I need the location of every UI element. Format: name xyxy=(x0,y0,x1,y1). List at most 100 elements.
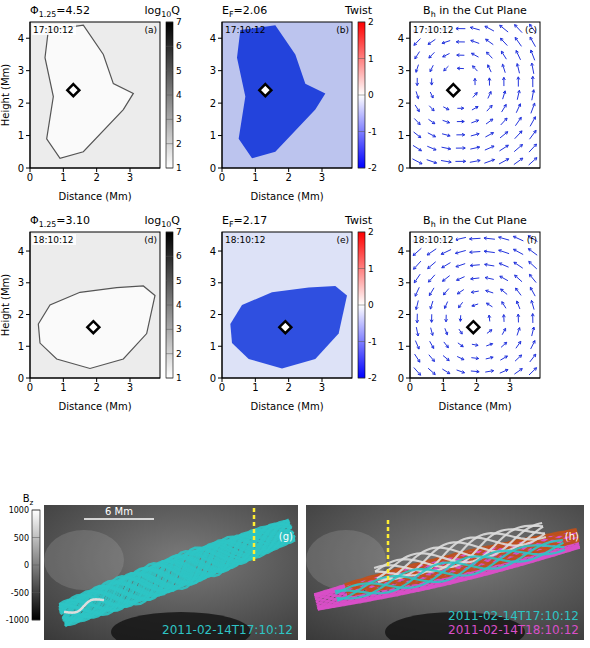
svg-text:Height (Mm): Height (Mm) xyxy=(0,64,11,127)
svg-text:1: 1 xyxy=(176,163,182,173)
svg-text:0: 0 xyxy=(210,163,216,174)
svg-text:17:10:12: 17:10:12 xyxy=(225,25,265,35)
svg-text:-1: -1 xyxy=(368,337,377,347)
svg-text:3: 3 xyxy=(210,65,216,76)
svg-text:3: 3 xyxy=(507,382,513,393)
svg-text:Distance (Mm): Distance (Mm) xyxy=(58,191,131,202)
svg-text:2: 2 xyxy=(18,309,24,320)
svg-text:3: 3 xyxy=(319,172,325,183)
svg-text:0: 0 xyxy=(407,382,413,393)
svg-text:2: 2 xyxy=(285,382,291,393)
svg-text:1: 1 xyxy=(210,341,216,352)
svg-text:(c): (c) xyxy=(525,25,537,35)
svg-text:5: 5 xyxy=(176,276,182,286)
svg-text:3: 3 xyxy=(18,65,24,76)
svg-text:Twist: Twist xyxy=(344,4,373,17)
svg-text:0: 0 xyxy=(398,163,404,174)
svg-text:1: 1 xyxy=(368,264,374,274)
svg-text:1: 1 xyxy=(210,130,216,141)
svg-text:(g): (g) xyxy=(279,531,293,542)
svg-text:-2: -2 xyxy=(368,163,377,173)
svg-text:(d): (d) xyxy=(144,235,157,245)
svg-text:2011-02-14T17:10:12: 2011-02-14T17:10:12 xyxy=(448,609,579,623)
svg-text:0: 0 xyxy=(398,373,404,384)
svg-text:0: 0 xyxy=(27,172,33,183)
svg-text:(a): (a) xyxy=(144,25,157,35)
svg-text:Distance (Mm): Distance (Mm) xyxy=(58,401,131,412)
svg-text:4: 4 xyxy=(18,33,24,44)
svg-text:log10Q: log10Q xyxy=(144,214,180,229)
svg-text:3: 3 xyxy=(210,277,216,288)
svg-text:1: 1 xyxy=(440,382,446,393)
svg-text:(h): (h) xyxy=(565,531,579,542)
svg-text:Φ1.25=4.52: Φ1.25=4.52 xyxy=(30,4,90,19)
svg-text:0: 0 xyxy=(27,382,33,393)
svg-text:2: 2 xyxy=(398,98,404,109)
svg-text:2: 2 xyxy=(210,309,216,320)
svg-text:Bh in the Cut Plane: Bh in the Cut Plane xyxy=(423,214,527,229)
svg-text:2: 2 xyxy=(176,349,182,359)
svg-text:log10Q: log10Q xyxy=(144,4,180,19)
svg-text:0: 0 xyxy=(219,172,225,183)
svg-text:EF=2.06: EF=2.06 xyxy=(222,4,267,19)
svg-text:Height (Mm): Height (Mm) xyxy=(0,274,11,337)
svg-text:2: 2 xyxy=(285,172,291,183)
svg-text:6 Mm: 6 Mm xyxy=(105,506,133,517)
svg-text:6: 6 xyxy=(176,41,182,51)
svg-text:2: 2 xyxy=(176,139,182,149)
svg-text:6: 6 xyxy=(176,251,182,261)
svg-text:0: 0 xyxy=(210,373,216,384)
svg-text:1: 1 xyxy=(252,172,258,183)
svg-text:1: 1 xyxy=(18,341,24,352)
svg-text:(e): (e) xyxy=(336,235,349,245)
svg-text:2011-02-14T18:10:12: 2011-02-14T18:10:12 xyxy=(448,623,579,637)
svg-text:4: 4 xyxy=(18,246,24,257)
svg-text:3: 3 xyxy=(398,277,404,288)
svg-text:500: 500 xyxy=(14,534,29,543)
svg-text:3: 3 xyxy=(319,382,325,393)
svg-text:2011-02-14T17:10:12: 2011-02-14T17:10:12 xyxy=(162,623,293,637)
svg-text:1: 1 xyxy=(398,341,404,352)
svg-text:2: 2 xyxy=(398,309,404,320)
svg-text:Twist: Twist xyxy=(344,214,373,227)
svg-text:18:10:12: 18:10:12 xyxy=(33,235,73,245)
svg-text:4: 4 xyxy=(176,300,182,310)
svg-text:Distance (Mm): Distance (Mm) xyxy=(250,191,323,202)
svg-text:7: 7 xyxy=(176,17,182,27)
svg-text:-500: -500 xyxy=(11,589,29,598)
svg-text:2: 2 xyxy=(93,172,99,183)
svg-text:Distance (Mm): Distance (Mm) xyxy=(438,401,511,412)
svg-text:1: 1 xyxy=(18,130,24,141)
svg-text:3: 3 xyxy=(127,382,133,393)
svg-text:2: 2 xyxy=(210,98,216,109)
svg-text:1000: 1000 xyxy=(9,506,29,515)
svg-text:3: 3 xyxy=(127,172,133,183)
svg-text:17:10:12: 17:10:12 xyxy=(33,25,73,35)
svg-text:0: 0 xyxy=(24,561,29,570)
svg-text:1: 1 xyxy=(398,130,404,141)
svg-text:1: 1 xyxy=(60,172,66,183)
svg-text:(f): (f) xyxy=(527,235,537,245)
svg-text:2: 2 xyxy=(473,382,479,393)
svg-text:4: 4 xyxy=(176,90,182,100)
svg-text:3: 3 xyxy=(18,277,24,288)
svg-text:0: 0 xyxy=(18,373,24,384)
svg-text:4: 4 xyxy=(210,33,216,44)
svg-text:3: 3 xyxy=(176,324,182,334)
svg-text:Bh in the Cut Plane: Bh in the Cut Plane xyxy=(423,4,527,19)
svg-text:4: 4 xyxy=(210,246,216,257)
svg-text:2: 2 xyxy=(18,98,24,109)
svg-text:1: 1 xyxy=(368,54,374,64)
svg-text:1: 1 xyxy=(176,373,182,383)
svg-text:4: 4 xyxy=(398,246,404,257)
svg-text:0: 0 xyxy=(219,382,225,393)
svg-text:18:10:12: 18:10:12 xyxy=(413,235,453,245)
svg-text:1: 1 xyxy=(60,382,66,393)
svg-text:-2: -2 xyxy=(368,373,377,383)
svg-text:-1: -1 xyxy=(368,127,377,137)
svg-text:18:10:12: 18:10:12 xyxy=(225,235,265,245)
svg-text:5: 5 xyxy=(176,66,182,76)
svg-text:EF=2.17: EF=2.17 xyxy=(222,214,267,229)
svg-text:4: 4 xyxy=(398,33,404,44)
svg-text:3: 3 xyxy=(176,114,182,124)
